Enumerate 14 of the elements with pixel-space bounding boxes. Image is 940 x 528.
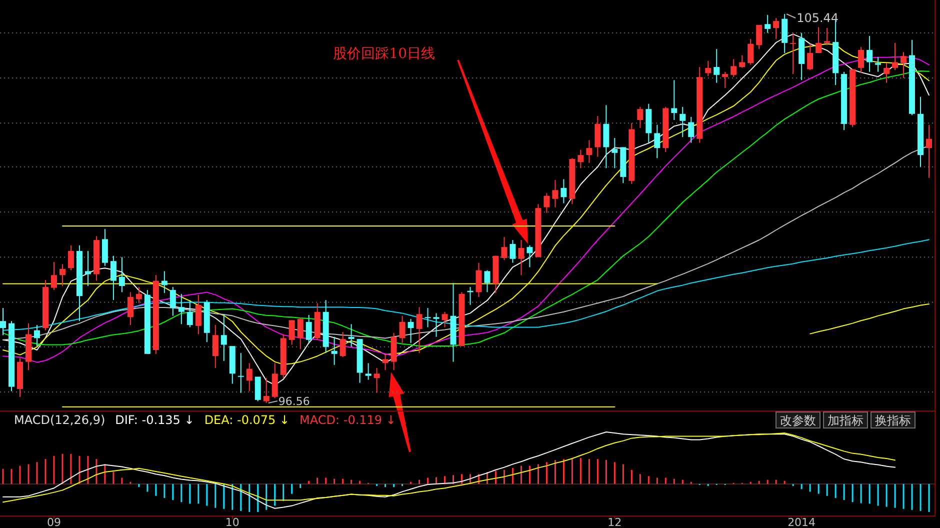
button: 改参数: [776, 412, 820, 428]
chart-title: MACD(12,26,9): [14, 413, 106, 427]
annotation: 96.56: [278, 394, 310, 408]
x-tick-label: 09: [46, 516, 61, 528]
button: 换指标: [870, 412, 916, 428]
annotation: 股价回踩10日线: [333, 46, 435, 62]
x-tick-label: 12: [608, 516, 622, 528]
text: MACD: -0.119 ↓: [300, 413, 396, 427]
button: 加指标: [823, 412, 868, 428]
text: DEA: -0.075 ↓: [204, 413, 290, 427]
text: DIF: -0.135 ↓: [115, 413, 194, 427]
x-tick-label: 10: [225, 516, 240, 528]
x-tick-label: 2014: [788, 516, 816, 528]
annotation: 105.44: [796, 11, 839, 26]
